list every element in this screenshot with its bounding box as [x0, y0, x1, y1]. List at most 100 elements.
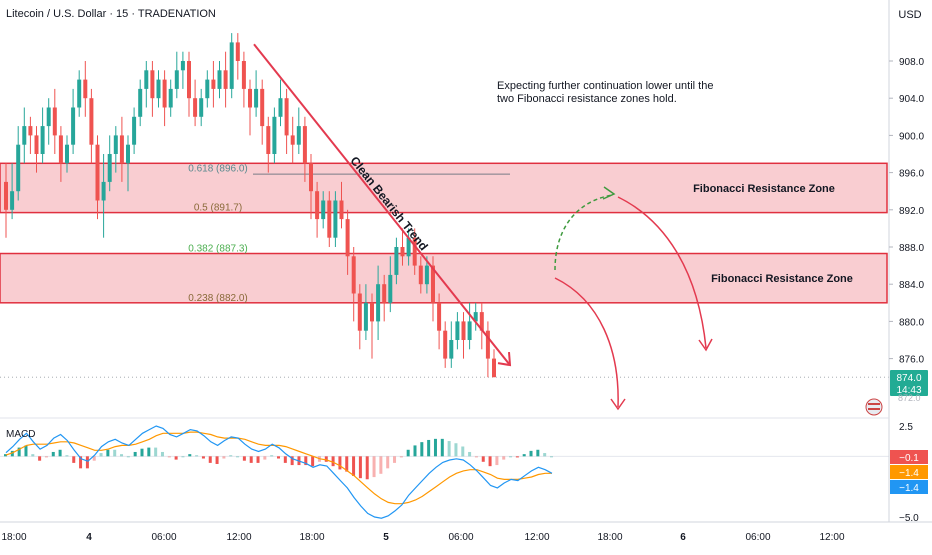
flag-icon: [865, 398, 883, 416]
macd-histogram-bar: [290, 456, 294, 466]
time-label: 18:00: [1, 532, 26, 543]
time-label: 12:00: [226, 532, 251, 543]
candle-body: [302, 126, 307, 164]
fib-label: 0.618 (896.0): [188, 164, 248, 175]
macd-histogram-bar: [201, 456, 205, 459]
candle-body: [126, 144, 130, 164]
candle-body: [46, 107, 51, 127]
candle-body: [309, 163, 313, 192]
candle-body: [363, 302, 368, 331]
macd-histogram-bar: [331, 456, 335, 467]
macd-histogram-bar: [92, 456, 96, 461]
candle-body: [138, 88, 143, 117]
macd-histogram-bar: [72, 456, 76, 463]
candle-body: [34, 135, 39, 154]
candle-body: [217, 70, 222, 89]
macd-tick-label: 2.5: [899, 422, 913, 433]
macd-histogram-bar: [195, 455, 199, 457]
macd-histogram-bar: [399, 456, 403, 458]
price-tick-label: 884.0: [899, 280, 924, 291]
candle-body: [40, 126, 45, 154]
macd-histogram-bar: [379, 456, 383, 474]
axes: 908.0 904.0 900.0 896.0 892.0 888.0 884.0 880.0…: [0, 0, 932, 543]
macd-histogram-bar: [495, 456, 499, 466]
retest-arrowhead: [602, 186, 616, 200]
macd-histogram-bar: [352, 456, 356, 476]
time-label: 12:00: [819, 532, 844, 543]
candle-body: [107, 154, 112, 182]
macd-histogram-bar: [154, 447, 158, 457]
resistance-zone: [0, 162, 888, 214]
macd-histogram-bar: [440, 438, 444, 457]
macd-histogram-bar: [167, 456, 171, 458]
trendline-arrowhead: [497, 352, 512, 367]
macd-histogram-bar: [133, 451, 137, 457]
macd-histogram-bar: [51, 451, 55, 457]
macd-histogram-bar: [468, 451, 472, 457]
candle-body: [174, 70, 179, 89]
candle-body: [101, 181, 106, 201]
candle-body: [95, 144, 100, 201]
candle-body: [339, 200, 344, 220]
candle-body: [254, 88, 259, 108]
candle-body: [199, 98, 204, 117]
analysis-note: Expecting further continuation lower unt…: [497, 80, 713, 92]
candle-body: [315, 191, 320, 220]
candle-body: [351, 256, 356, 294]
candlesticks: [4, 33, 496, 378]
price-tick-label: 896.0: [899, 169, 924, 180]
zone-label: Fibonacci Resistance Zone: [693, 183, 835, 195]
grid: [0, 173, 889, 378]
last-price-value: 874.0: [896, 373, 921, 384]
macd-histogram-bar: [188, 454, 192, 457]
candle-body: [156, 79, 161, 99]
flag-stripe: [868, 408, 880, 410]
decline-arrowhead-1: [698, 338, 713, 352]
macd-histogram-bar: [65, 455, 69, 457]
macd-value-label: −0.1: [899, 453, 919, 464]
macd-histogram-bar: [174, 456, 178, 460]
candle-body: [187, 61, 191, 99]
macd-histogram-bar: [181, 456, 185, 458]
price-tick-label: 908.0: [899, 57, 924, 68]
candle-body: [357, 293, 362, 331]
fib-label: 0.382 (887.3): [188, 244, 248, 255]
macd-histogram-bar: [263, 456, 267, 460]
macd-histogram-bar: [447, 441, 451, 457]
candle-body: [193, 98, 198, 117]
candle-body: [327, 200, 332, 238]
candle-body: [333, 200, 338, 238]
candle-body: [16, 144, 21, 192]
macd-histogram-bar: [365, 456, 369, 480]
price-tick-label: 888.0: [899, 243, 924, 254]
macd-histogram-bar: [522, 454, 526, 457]
macd-histogram-bar: [58, 449, 62, 457]
price-tick-label: 880.0: [899, 317, 924, 328]
macd-histogram-bar: [4, 454, 7, 457]
macd-histogram-bar: [79, 456, 83, 469]
decline-arrowhead-2: [610, 398, 626, 411]
candle-body: [382, 284, 387, 303]
macd-histogram-bar: [304, 456, 308, 466]
currency-button[interactable]: USD: [898, 9, 922, 21]
candle-body: [168, 88, 173, 108]
macd-tick-label: −5.0: [899, 513, 919, 524]
candle-body: [266, 126, 271, 154]
macd-histogram-bar: [10, 450, 14, 457]
candle-body: [345, 219, 350, 257]
macd-histogram-bar: [324, 456, 328, 462]
macd-histogram-bar: [113, 449, 117, 457]
candle-body: [22, 126, 27, 145]
fib-label: 0.5 (891.7): [194, 203, 242, 214]
candle-body: [290, 135, 295, 145]
fib-label: 0.238 (882.0): [188, 293, 248, 304]
macd-histogram-bar: [311, 456, 315, 467]
candle-body: [400, 247, 405, 257]
macd-value-badge: [890, 450, 928, 464]
candle-body: [278, 98, 283, 117]
candle-body: [455, 321, 460, 340]
macd-histogram-bar: [536, 449, 540, 457]
candle-body: [388, 274, 393, 303]
